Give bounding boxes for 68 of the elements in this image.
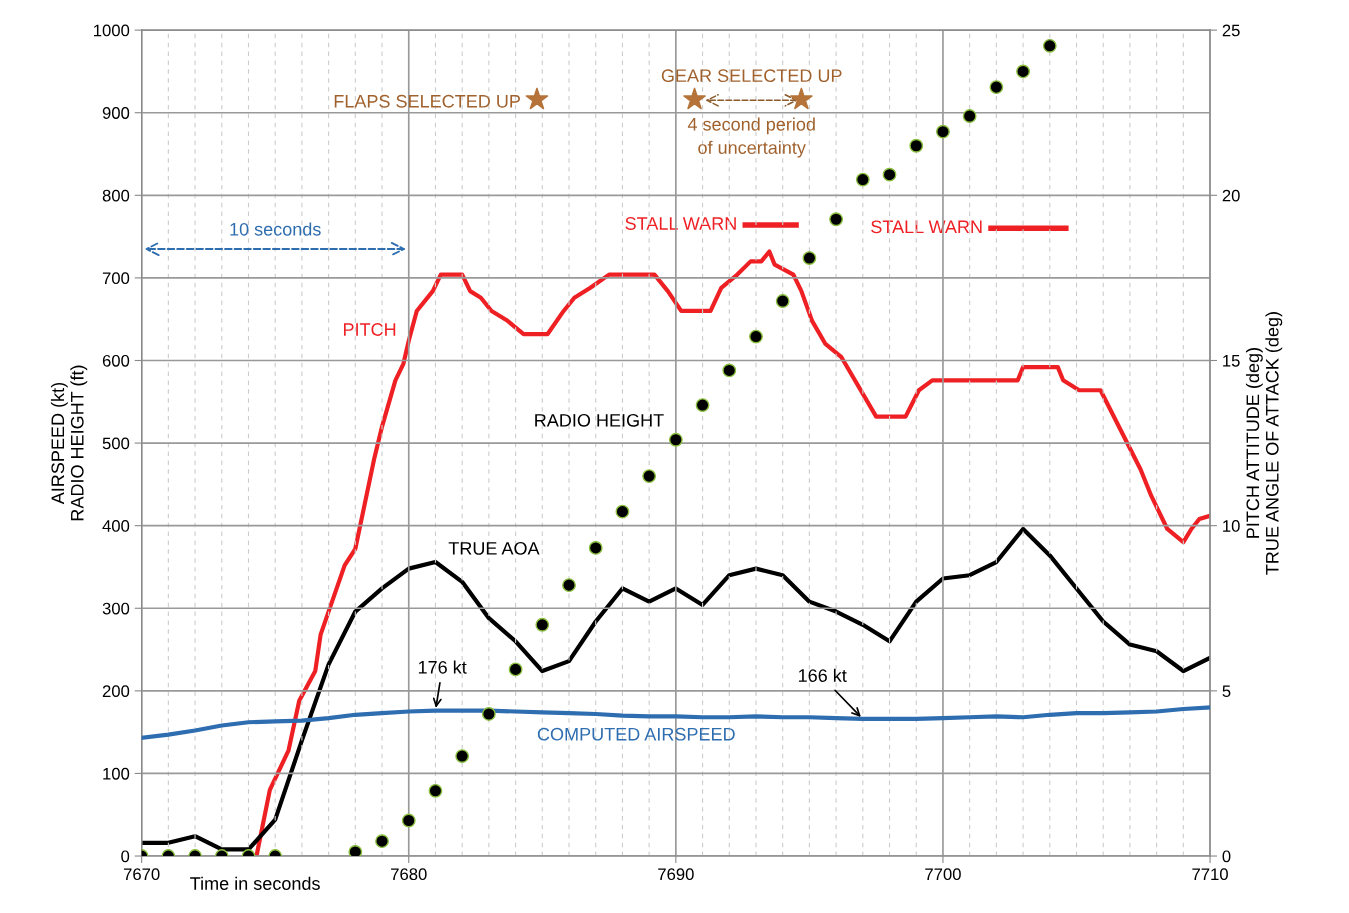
point xyxy=(989,80,1004,95)
point xyxy=(909,138,924,153)
point xyxy=(775,294,790,308)
y-tick-label: 100 xyxy=(103,767,130,780)
x-tick-label: 7690 xyxy=(658,868,694,881)
point xyxy=(722,363,737,378)
y2-tick-label: 20 xyxy=(1222,189,1240,202)
point xyxy=(562,578,576,593)
point xyxy=(508,662,523,677)
point xyxy=(683,87,706,110)
annotation: 4 second period of uncertainty xyxy=(687,117,815,158)
x-tick-label: 7700 xyxy=(925,868,961,881)
point xyxy=(855,172,870,187)
y-tick-label: 200 xyxy=(102,685,130,698)
point xyxy=(695,398,710,412)
y2-tick-label: 10 xyxy=(1223,520,1240,532)
y2-tick-label: 15 xyxy=(1223,355,1240,367)
point xyxy=(668,432,683,447)
x-tick-label: 7680 xyxy=(391,868,427,881)
point xyxy=(829,212,844,227)
y-tick-label: 900 xyxy=(102,107,130,119)
point xyxy=(481,707,496,721)
series-label: RADIO HEIGHT xyxy=(535,413,664,427)
y-tick-label: 600 xyxy=(102,354,130,367)
annotation: GEAR SELECTED UP xyxy=(661,69,842,83)
point xyxy=(535,617,550,632)
line-series xyxy=(141,705,1211,741)
y2-tick-label: 0 xyxy=(1222,850,1231,863)
point xyxy=(1042,38,1057,53)
point xyxy=(428,783,443,798)
point xyxy=(375,834,389,849)
annotation: FLAPS SELECTED UP xyxy=(334,94,520,108)
y2-axis-title: PITCH ATTITUDE (deg) TRUE ANGLE OF ATTACK (deg) xyxy=(1245,312,1283,575)
point xyxy=(749,329,763,344)
y-tick-label: 800 xyxy=(102,189,130,202)
series-label: PITCH xyxy=(343,323,396,336)
y-tick-label: 700 xyxy=(102,272,130,285)
point xyxy=(401,813,416,828)
y-axis-title: AIRSPEED (kt) RADIO HEIGHT (ft) xyxy=(50,365,88,521)
point xyxy=(615,504,630,519)
x-axis-title: Time in seconds xyxy=(190,876,320,890)
point xyxy=(962,109,977,123)
point xyxy=(348,844,363,857)
y2-tick-label: 25 xyxy=(1222,24,1240,37)
y-tick-label: 500 xyxy=(102,437,130,450)
point xyxy=(936,124,950,139)
annotation: 176 kt xyxy=(418,660,467,674)
series-label: STALL WARN xyxy=(625,217,736,230)
series-label: STALL WARN xyxy=(871,220,982,234)
y-tick-label: 300 xyxy=(102,602,130,615)
annotation: 166 kt xyxy=(798,668,847,682)
y-tick-label: 400 xyxy=(102,520,130,532)
x-tick-label: 7710 xyxy=(1192,868,1228,881)
annotation: 10 seconds xyxy=(230,222,321,236)
point xyxy=(790,87,813,110)
point xyxy=(882,167,897,182)
y2-tick-label: 5 xyxy=(1222,685,1231,698)
point xyxy=(455,749,470,764)
y-tick-label: 1000 xyxy=(94,24,130,37)
point xyxy=(642,469,657,484)
x-tick-label: 7670 xyxy=(123,868,160,881)
y-tick-label: 0 xyxy=(121,850,130,863)
point xyxy=(588,541,603,555)
point xyxy=(1016,64,1030,79)
series-label: COMPUTED AIRSPEED xyxy=(537,727,735,741)
point xyxy=(525,87,549,110)
point xyxy=(802,251,817,265)
series-label: TRUE AOA xyxy=(448,541,540,555)
